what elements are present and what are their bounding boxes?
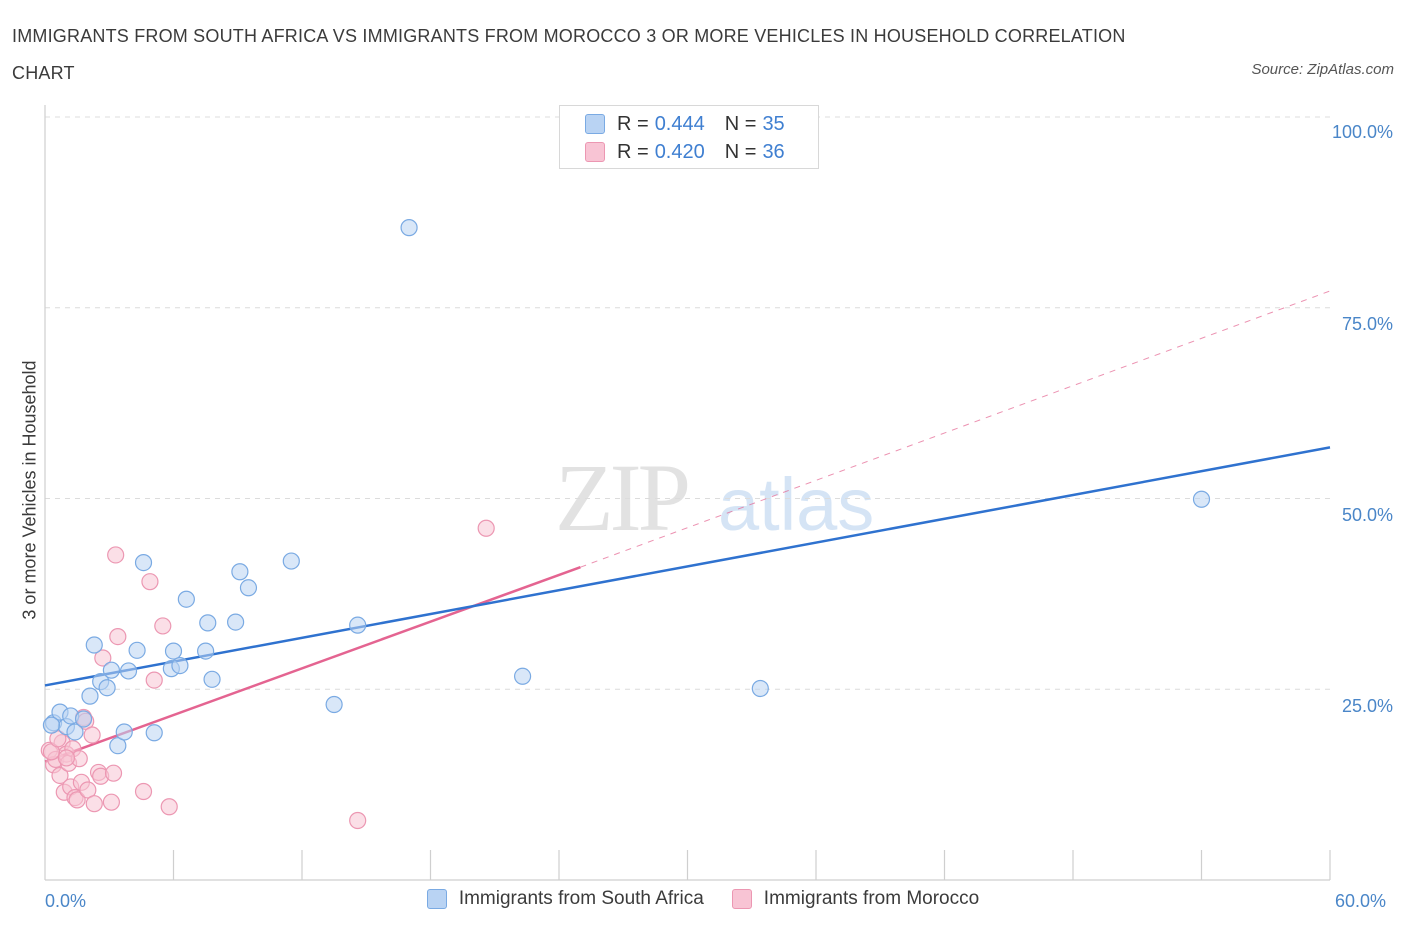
morocco-point [85, 795, 103, 813]
series-legend: Immigrants from South Africa Immigrants … [0, 888, 1406, 910]
morocco-point [51, 766, 69, 785]
south-africa-point [81, 687, 99, 705]
morocco-point [94, 649, 112, 667]
y-tick-label: 75.0% [1341, 314, 1393, 334]
south-africa-swatch [426, 889, 447, 909]
r-label: R = [617, 112, 649, 135]
y-tick-label: 100.0% [1331, 122, 1393, 142]
south-africa-point [325, 695, 343, 714]
south-africa-point [349, 616, 367, 634]
south-africa-point [145, 724, 163, 742]
r-label: R = [617, 140, 649, 163]
south-africa-point [177, 590, 195, 608]
south-africa-point [171, 656, 189, 675]
south-africa-point [231, 563, 249, 581]
south-africa-point [109, 737, 127, 755]
south-africa-point [282, 552, 300, 570]
morocco-point [104, 764, 123, 782]
morocco-point [79, 781, 97, 799]
morocco-point [107, 546, 125, 564]
south-africa-point [400, 219, 418, 237]
watermark: ZIP atlas [555, 444, 874, 551]
morocco-point [102, 793, 120, 811]
legend-row-morocco: R = 0.420 N = 36 [585, 138, 785, 166]
south-africa-point [128, 641, 146, 659]
south-africa-point [42, 716, 61, 734]
south-africa-point [239, 579, 258, 597]
correlation-legend: R = 0.444 N = 35 R = 0.420 N = 36 [559, 105, 819, 169]
south-africa-point [751, 679, 769, 698]
y-tick-label: 50.0% [1341, 505, 1393, 525]
morocco-point [49, 730, 67, 748]
legend-label: Immigrants from Morocco [763, 888, 980, 909]
watermark-zip: ZIP [555, 444, 688, 551]
south-africa-point [74, 710, 93, 728]
x-tick-label: 60.0% [1335, 891, 1387, 911]
south-africa-trendline [44, 446, 1331, 687]
n-label: N = [724, 112, 757, 135]
south-africa-point [85, 636, 103, 654]
y-axis-label: 3 or more Vehicles in Household [19, 360, 40, 620]
morocco-swatch [585, 142, 605, 162]
south-africa-point [199, 614, 217, 632]
morocco-point [160, 798, 178, 816]
trendlines [44, 290, 1331, 763]
morocco-trend-extension [580, 290, 1331, 568]
morocco-point [109, 628, 127, 646]
morocco-point [83, 726, 101, 744]
legend-item-south-africa: Immigrants from South Africa [426, 888, 704, 910]
south-africa-point [119, 662, 138, 680]
axes [44, 105, 1331, 881]
morocco-point [57, 749, 76, 767]
x-tick-label: 0.0% [45, 891, 87, 911]
watermark-atlas: atlas [718, 463, 874, 546]
south-africa-point [164, 642, 183, 660]
morocco-swatch [731, 889, 752, 909]
morocco-point [349, 811, 367, 830]
source-label: Source: ZipAtlas.com [1251, 61, 1394, 78]
n-label: N = [724, 140, 757, 163]
morocco-point [145, 671, 163, 689]
south-africa-point [203, 670, 221, 688]
points [40, 219, 1211, 830]
south-africa-swatch [585, 114, 605, 134]
legend-row-south-africa: R = 0.444 N = 35 [585, 110, 785, 138]
morocco-point [154, 617, 172, 635]
legend-item-morocco: Immigrants from Morocco [731, 888, 980, 910]
n-value: 36 [762, 140, 785, 163]
morocco-point [134, 782, 153, 801]
south-africa-point [197, 642, 215, 660]
south-africa-point [134, 553, 153, 572]
n-value: 35 [762, 112, 785, 135]
morocco-trendline [44, 565, 581, 763]
chart-title: IMMIGRANTS FROM SOUTH AFRICA VS IMMIGRAN… [12, 26, 1126, 83]
south-africa-point [513, 667, 532, 685]
morocco-point [68, 791, 86, 809]
morocco-point [477, 519, 495, 537]
legend-label: Immigrants from South Africa [458, 888, 704, 909]
south-africa-point [98, 679, 116, 697]
y-tick-label: 25.0% [1341, 696, 1393, 716]
grid [45, 116, 1330, 690]
morocco-point [141, 573, 159, 591]
south-africa-point [102, 661, 120, 679]
south-africa-point [115, 723, 133, 741]
r-value: 0.420 [654, 140, 705, 163]
south-africa-point [66, 723, 84, 741]
r-value: 0.444 [654, 112, 705, 135]
south-africa-point [227, 613, 245, 631]
south-africa-point [1192, 490, 1211, 508]
